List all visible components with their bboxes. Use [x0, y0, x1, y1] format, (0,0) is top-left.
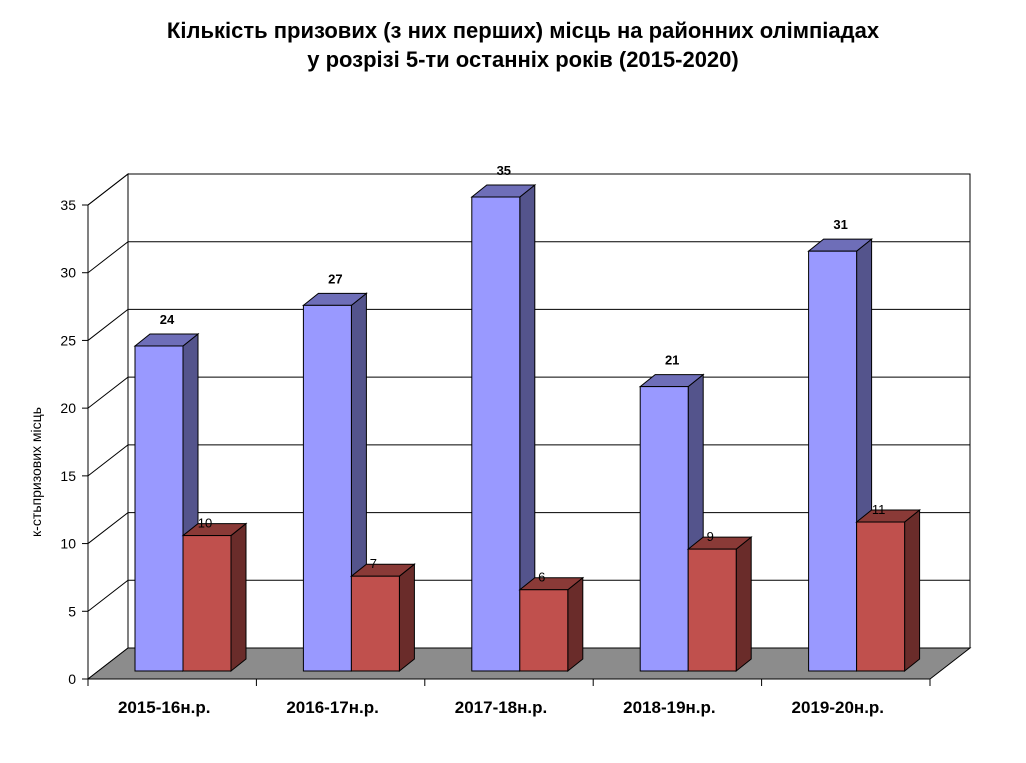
y-axis-label: к-стьпризових місць: [28, 407, 44, 537]
y-tick-label: 0: [68, 671, 76, 687]
x-tick-label: 2019-20н.р.: [792, 698, 885, 717]
x-tick-label: 2018-19н.р.: [623, 698, 716, 717]
bar-side: [230, 522, 247, 673]
data-label: 9: [707, 529, 714, 544]
y-tick-label: 5: [68, 603, 76, 619]
gridline: [87, 308, 970, 341]
y-tick-label: 10: [60, 536, 76, 552]
y-tick-label: 30: [60, 265, 76, 281]
data-label: 31: [833, 217, 847, 232]
labels: 24 27 35 21 31 10 7 6 9 11: [160, 163, 886, 585]
gridline: [87, 173, 970, 206]
bar-front: [687, 548, 737, 672]
x-tick-label: 2017-18н.р.: [455, 698, 548, 717]
gridline: [87, 241, 970, 274]
bar-front: [134, 345, 184, 672]
chart-title-line-2: у розрізі 5-ти останніх років (2015-2020…: [307, 47, 739, 72]
bar-side: [735, 536, 752, 673]
data-label: 7: [370, 556, 377, 571]
bar-side: [567, 576, 584, 673]
bar-side: [398, 563, 415, 673]
bar-s2-4: [686, 536, 753, 673]
bar-side: [904, 508, 921, 673]
bar-s2-2: [349, 563, 416, 673]
y-tick-label: 25: [60, 332, 76, 348]
y-tick-label: 15: [60, 468, 76, 484]
bar-front: [856, 521, 906, 672]
bar-front: [350, 575, 400, 672]
data-label: 24: [160, 312, 175, 327]
bar-front: [302, 304, 352, 672]
bar-front: [808, 250, 858, 672]
bar-s2-1: [181, 522, 248, 673]
x-tick-label: 2016-17н.р.: [286, 698, 379, 717]
bar-front: [519, 589, 569, 672]
bar-front: [182, 535, 232, 672]
axes: 0 5 10 15 20 25 30 35 2015-16н.р. 2016-17н.р. 2017…: [28, 197, 931, 717]
chart-title: Кількість призових (з них перших) місць …: [0, 16, 1026, 74]
side-wall: [87, 172, 129, 681]
bar-front: [471, 196, 521, 672]
data-label: 11: [872, 502, 886, 517]
data-label: 10: [198, 516, 212, 531]
y-tick-label: 35: [60, 197, 76, 213]
bar-s2-5: [855, 508, 922, 673]
bars: [133, 183, 922, 673]
y-tick-label: 20: [60, 400, 76, 416]
data-label: 21: [665, 353, 679, 368]
bar-s2-3: [518, 576, 585, 673]
data-label: 6: [538, 570, 545, 585]
bar-front: [639, 386, 689, 672]
data-label: 27: [328, 271, 342, 286]
chart-title-line-1: Кількість призових (з них перших) місць …: [166, 18, 880, 43]
data-label: 35: [497, 163, 511, 178]
bar-s1-3: [470, 183, 537, 673]
x-tick-label: 2015-16н.р.: [118, 698, 211, 717]
